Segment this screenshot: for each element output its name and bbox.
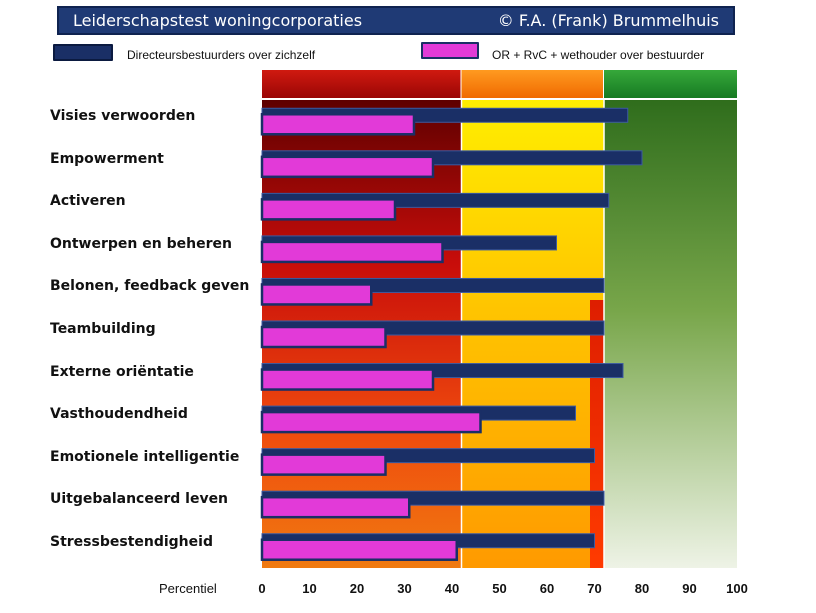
category-label: Ontwerpen en beheren [50,235,232,252]
bar-others [260,325,387,349]
x-tick-label: 100 [726,581,748,596]
chart-title-bar: Leiderschapstest woningcorporaties © F.A… [57,6,735,35]
x-tick-label: 50 [492,581,507,596]
x-tick-label: 0 [258,581,266,596]
category-label: Empowerment [50,150,164,167]
legend-label-self: Directeursbestuurders over zichzelf [127,48,316,62]
category-label: Emotionele intelligentie [50,448,240,465]
bar-others [260,240,444,264]
x-tick-label: 10 [302,581,317,596]
bar-others [260,495,411,519]
bar-others [260,113,416,136]
zone-header-background [262,70,461,98]
bar-others [260,198,397,221]
zone-background-red-strip [590,300,604,568]
x-tick-label: 40 [444,581,460,596]
copyright-notice: © F.A. (Frank) Brummelhuis [497,11,719,30]
bar-others [260,410,482,434]
bar-others [260,538,458,561]
bar-others [260,155,435,179]
bar-others [260,453,387,476]
category-label: Uitgebalanceerd leven [50,491,229,508]
zone-header-background [604,70,737,98]
legend-swatch-self [53,44,113,61]
category-label: Vasthoudendheid [50,406,188,423]
x-tick-label: 60 [539,581,555,596]
x-tick-label: 70 [587,581,602,596]
legend-label-others: OR + RvC + wethouder over bestuurder [492,48,705,62]
category-label: Teambuilding [50,321,156,337]
category-label: Externe oriëntatie [50,363,194,380]
chart-title: Leiderschapstest woningcorporaties [73,11,363,30]
bar-others [260,283,373,306]
x-tick-label: 90 [682,581,697,596]
x-tick-label: 20 [349,581,365,596]
legend-swatch-others [421,42,479,59]
category-label: Activeren [50,193,126,210]
x-axis-title: Percentiel [159,581,217,596]
x-tick-label: 30 [397,581,412,596]
bar-others [260,368,435,391]
zone-background-green [604,100,737,568]
category-label: Stressbestendigheid [50,533,213,550]
category-label: Visies verwoorden [50,108,196,125]
zone-header-background [461,70,603,98]
category-label: Belonen, feedback geven [50,278,250,295]
x-tick-label: 80 [634,581,650,596]
